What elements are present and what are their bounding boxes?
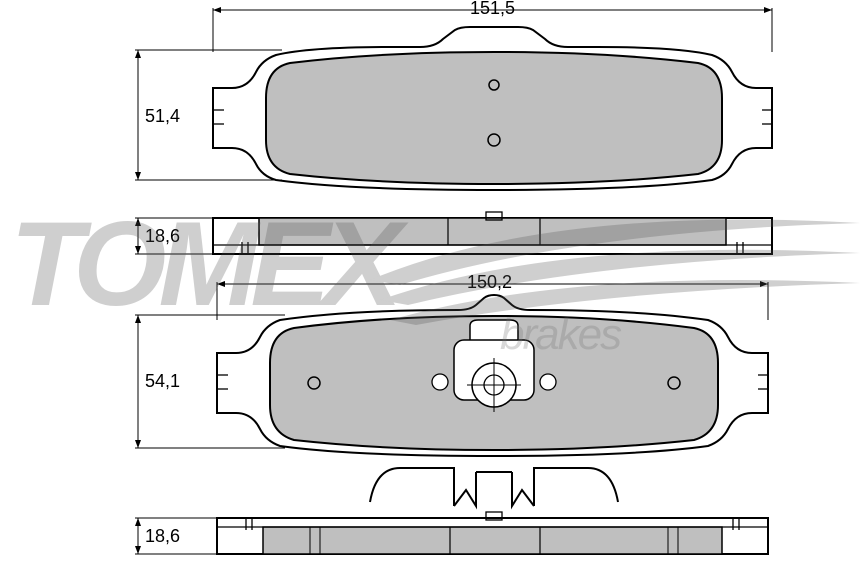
brake-pad-diagram: 151,5 51,4 18,6 150,2 54,1 18,6 — [0, 0, 865, 582]
technical-drawing-svg — [0, 0, 865, 582]
wire-clip — [370, 468, 618, 506]
dim-thickness-bottom: 18,6 — [145, 526, 180, 547]
dim-height-bottom: 54,1 — [145, 371, 180, 392]
dim-width-top: 151,5 — [470, 0, 515, 19]
dim-width-bottom: 150,2 — [467, 272, 512, 293]
dim-height-top: 51,4 — [145, 106, 180, 127]
dim-thickness-top: 18,6 — [145, 226, 180, 247]
top-pad-side-friction — [259, 218, 726, 245]
bottom-pad-side-friction — [263, 527, 722, 554]
top-pad-friction-material — [266, 52, 722, 184]
